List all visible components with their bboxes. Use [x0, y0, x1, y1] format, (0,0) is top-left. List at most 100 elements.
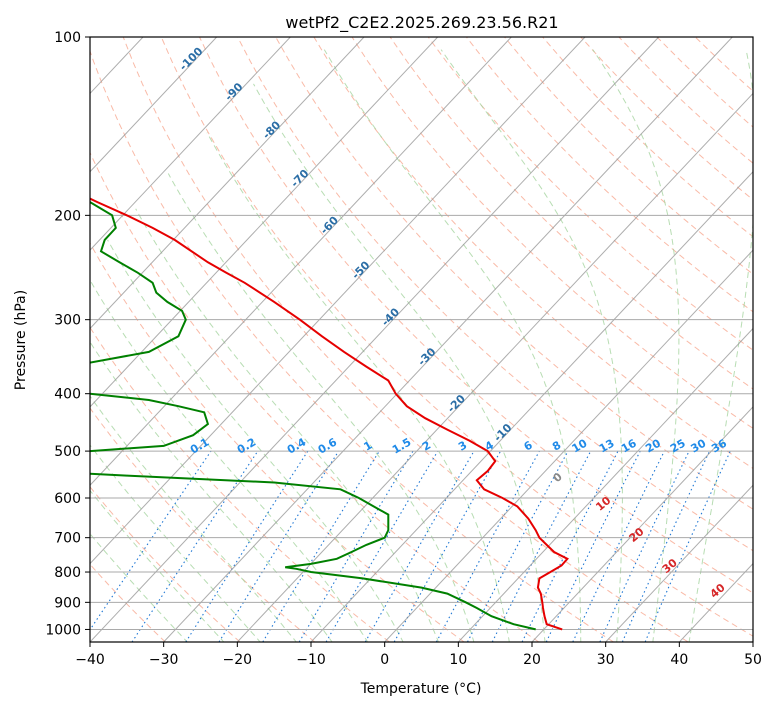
y-tick-label: 100 [54, 30, 81, 46]
dry-adiabat [90, 49, 614, 642]
isotherm [163, 37, 733, 642]
mixing-ratio-line [621, 450, 711, 642]
x-tick-label: 0 [380, 652, 389, 668]
mixing-ratio-line [467, 450, 569, 642]
moist-adiabat [90, 279, 369, 642]
moist-adiabat [90, 489, 225, 642]
gridlines [0, 37, 753, 642]
mixing-ratio-label: 36 [709, 436, 729, 455]
dry-adiabat [504, 37, 753, 275]
mixing-ratio-line [572, 450, 665, 642]
y-axis-title: Pressure (hPa) [13, 290, 29, 390]
x-tick-label: 40 [670, 652, 688, 668]
moist-adiabat-label: 0 [551, 470, 565, 485]
mixing-ratio-label: 10 [570, 436, 590, 455]
dry-adiabat-label: -70 [288, 167, 311, 190]
mixing-ratio-line [90, 450, 212, 631]
dry-adiabat-label: -60 [318, 214, 341, 237]
moist-adiabat [592, 49, 680, 642]
moist-adiabat-label: 10 [593, 494, 613, 514]
dewpoint-line [90, 200, 536, 631]
moist-adiabat [135, 208, 440, 642]
reference-lines [90, 37, 753, 642]
moist-adiabat [167, 173, 475, 642]
dry-adiabat-label: -90 [222, 80, 245, 103]
y-tick-label: 200 [54, 208, 81, 224]
isotherm [384, 249, 753, 642]
x-tick-label: −20 [223, 652, 253, 668]
moist-adiabat-label: 40 [708, 581, 728, 601]
mixing-ratio-label: 30 [688, 436, 708, 455]
isotherm [605, 484, 753, 642]
y-tick-label: 800 [54, 565, 81, 581]
isotherm [0, 37, 69, 642]
mixing-ratio-line [325, 450, 439, 642]
isotherm [752, 641, 753, 642]
moist-adiabat [253, 83, 546, 642]
y-tick-label: 300 [54, 313, 81, 329]
moist-adiabat [440, 49, 623, 642]
isotherm [531, 406, 753, 642]
y-tick-label: 600 [54, 491, 81, 507]
isotherm [236, 92, 753, 642]
dry-adiabat [389, 37, 753, 390]
mixing-ratio-label: 25 [668, 437, 688, 456]
y-tick-label: 700 [54, 531, 81, 547]
mixing-ratio-label: 1.5 [390, 436, 413, 457]
mixing-ratio-label: 0.6 [316, 435, 340, 456]
dry-adiabat [237, 37, 753, 552]
moist-adiabat [206, 132, 510, 642]
x-tick-label: −30 [149, 652, 179, 668]
mixing-ratio-line [491, 450, 592, 642]
dry-adiabat [199, 37, 753, 594]
mixing-ratio-line [545, 450, 641, 642]
dry-adiabat [694, 37, 753, 92]
isotherm [90, 37, 439, 408]
dry-adiabat-label: -20 [445, 392, 468, 415]
dry-adiabat-label: -40 [379, 305, 402, 328]
mixing-ratio-line [298, 450, 414, 642]
moist-adiabat [688, 49, 753, 642]
y-tick-label: 900 [54, 595, 81, 611]
y-tick-label: 1000 [45, 622, 81, 638]
x-axis-title: Temperature (°C) [360, 681, 482, 697]
mixing-ratio-line [218, 450, 340, 642]
chart-title: wetPf2_C2E2.2025.269.23.56.R21 [285, 13, 558, 33]
dry-adiabat [90, 326, 390, 642]
isotherm [90, 37, 512, 486]
moist-adiabat [90, 533, 188, 642]
isotherm [310, 171, 753, 642]
x-tick-label: 50 [744, 652, 762, 668]
y-tick-label: 400 [54, 387, 81, 403]
dry-adiabat [466, 37, 753, 313]
moist-adiabat [107, 239, 404, 642]
x-axis: −40 −30 −20 −10 0 10 20 30 40 50 [75, 642, 762, 668]
mixing-ratio-label: 0.2 [235, 436, 258, 457]
temperature-line [90, 197, 570, 631]
moist-adiabat [90, 341, 333, 642]
moist-adiabat [90, 395, 297, 642]
moist-adiabat [323, 49, 582, 642]
isotherm [90, 37, 218, 173]
dry-adiabat [160, 37, 753, 637]
mixing-ratio-line [364, 450, 475, 642]
mixing-ratio-line [644, 450, 731, 642]
x-tick-label: 20 [523, 652, 541, 668]
dry-adiabat [656, 37, 753, 128]
dry-adiabat [580, 37, 753, 201]
dry-adiabat [618, 37, 753, 164]
dry-adiabat-label: -100 [177, 44, 206, 73]
x-tick-label: 30 [597, 652, 615, 668]
dry-adiabat [90, 151, 540, 642]
isotherm [90, 37, 586, 565]
mixing-ratio-label: 13 [597, 437, 617, 456]
dry-adiabat [122, 37, 689, 642]
mixing-ratio-line [185, 450, 309, 642]
y-axis: 100 200 300 400 500 600 700 800 900 1000 [45, 30, 90, 638]
x-tick-label: −10 [296, 652, 326, 668]
dry-adiabat [90, 242, 465, 642]
isotherm [90, 37, 365, 330]
plot-frame [89, 36, 754, 643]
series [90, 197, 570, 631]
